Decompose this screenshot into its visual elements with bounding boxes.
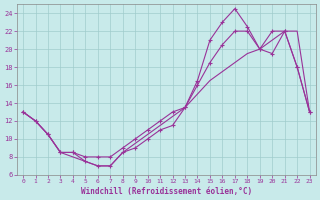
X-axis label: Windchill (Refroidissement éolien,°C): Windchill (Refroidissement éolien,°C) [81,187,252,196]
